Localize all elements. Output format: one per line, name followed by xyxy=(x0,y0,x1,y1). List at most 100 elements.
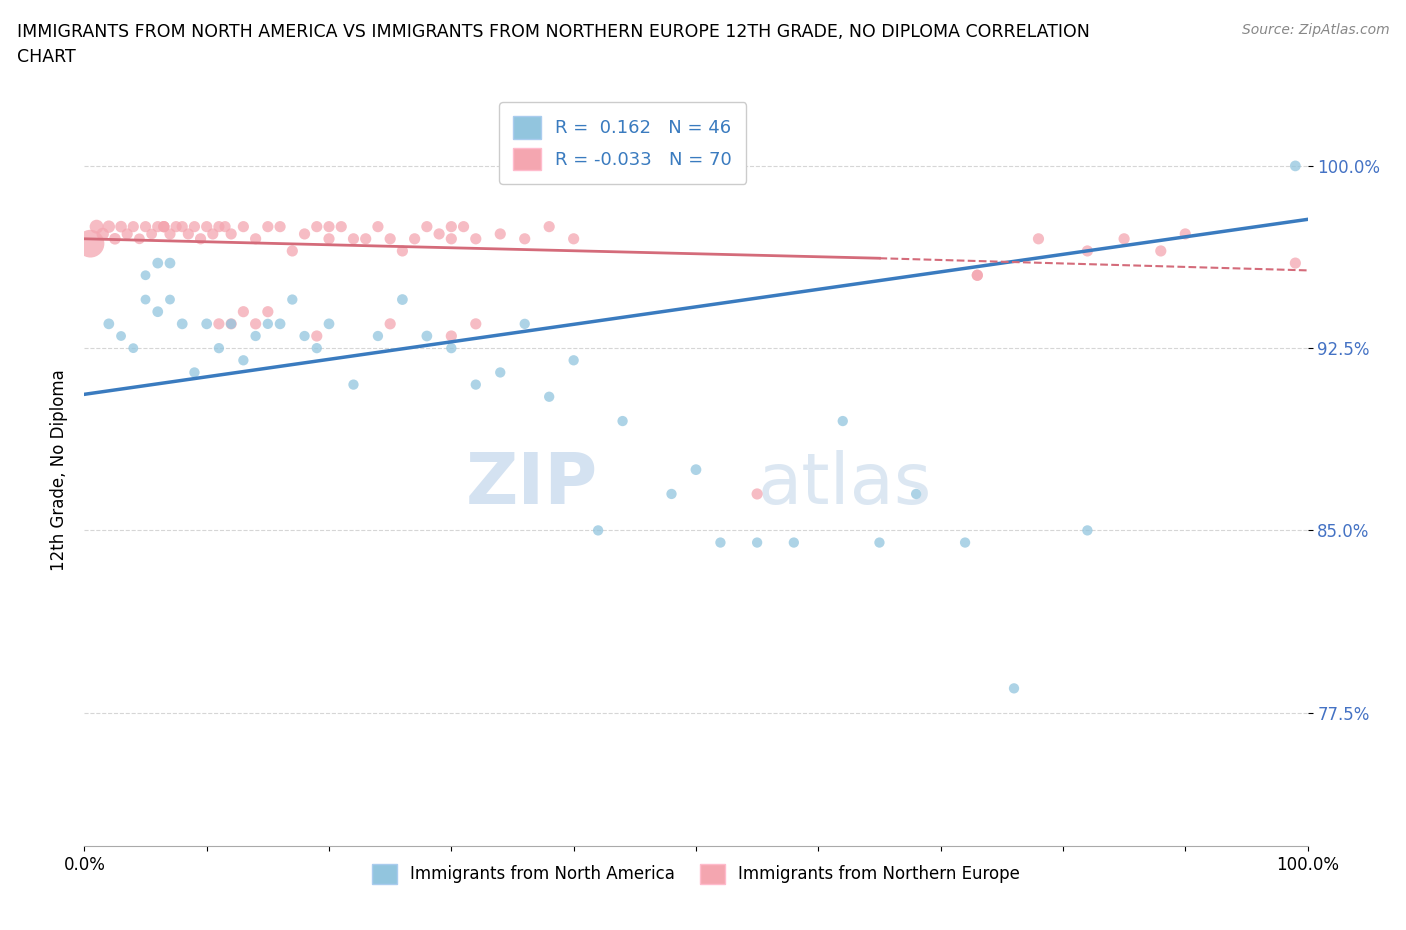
Point xyxy=(110,328,132,343)
Point xyxy=(245,328,267,343)
Point xyxy=(153,219,176,234)
Point xyxy=(464,232,486,246)
Point xyxy=(305,340,328,355)
Point xyxy=(612,414,634,429)
Point xyxy=(391,292,413,307)
Point xyxy=(1284,256,1306,271)
Point xyxy=(562,232,585,246)
Point xyxy=(380,232,402,246)
Point xyxy=(232,352,254,367)
Point xyxy=(1076,244,1098,259)
Point xyxy=(391,244,413,259)
Point xyxy=(661,486,683,501)
Point xyxy=(104,232,127,246)
Point xyxy=(281,292,304,307)
Point xyxy=(1002,681,1025,696)
Point xyxy=(183,365,205,379)
Point xyxy=(342,378,364,392)
Text: ZIP: ZIP xyxy=(465,450,598,519)
Point xyxy=(513,316,536,331)
Point xyxy=(172,316,194,331)
Point xyxy=(269,219,291,234)
Point xyxy=(201,227,224,242)
Point xyxy=(257,219,280,234)
Point xyxy=(159,292,181,307)
Point xyxy=(318,232,340,246)
Point xyxy=(1114,232,1136,246)
Point xyxy=(97,316,120,331)
Point xyxy=(128,232,150,246)
Point xyxy=(1076,523,1098,538)
Point xyxy=(219,227,242,242)
Point xyxy=(91,227,114,242)
Point xyxy=(208,219,231,234)
Point xyxy=(153,219,176,234)
Point xyxy=(232,219,254,234)
Point xyxy=(354,232,377,246)
Point xyxy=(427,227,450,242)
Point xyxy=(146,304,169,319)
Point xyxy=(586,523,609,538)
Point xyxy=(281,244,304,259)
Point xyxy=(869,535,891,550)
Point xyxy=(440,232,463,246)
Point xyxy=(440,340,463,355)
Point xyxy=(538,390,561,405)
Point xyxy=(305,328,328,343)
Point xyxy=(245,232,267,246)
Point xyxy=(440,219,463,234)
Point xyxy=(1284,158,1306,173)
Point xyxy=(153,219,176,234)
Y-axis label: 12th Grade, No Diploma: 12th Grade, No Diploma xyxy=(49,369,67,570)
Point xyxy=(440,328,463,343)
Point xyxy=(404,232,426,246)
Point xyxy=(146,256,169,271)
Point xyxy=(183,219,205,234)
Point xyxy=(219,316,242,331)
Point xyxy=(747,486,769,501)
Point xyxy=(367,328,389,343)
Point xyxy=(513,232,536,246)
Point xyxy=(747,535,769,550)
Point xyxy=(1150,244,1173,259)
Point xyxy=(538,219,561,234)
Point xyxy=(1028,232,1050,246)
Point xyxy=(966,268,988,283)
Text: atlas: atlas xyxy=(758,450,932,519)
Point xyxy=(135,292,157,307)
Point xyxy=(159,227,181,242)
Point xyxy=(232,304,254,319)
Point xyxy=(195,316,218,331)
Point xyxy=(489,365,512,379)
Point xyxy=(135,268,157,283)
Point xyxy=(1174,227,1197,242)
Point xyxy=(141,227,163,242)
Point xyxy=(464,378,486,392)
Point xyxy=(177,227,200,242)
Point xyxy=(464,316,486,331)
Point xyxy=(245,316,267,331)
Text: Source: ZipAtlas.com: Source: ZipAtlas.com xyxy=(1241,23,1389,37)
Text: IMMIGRANTS FROM NORTH AMERICA VS IMMIGRANTS FROM NORTHERN EUROPE 12TH GRADE, NO : IMMIGRANTS FROM NORTH AMERICA VS IMMIGRA… xyxy=(17,23,1090,41)
Point xyxy=(79,236,101,251)
Point xyxy=(146,219,169,234)
Point xyxy=(165,219,187,234)
Point xyxy=(831,414,853,429)
Point xyxy=(159,256,181,271)
Point xyxy=(305,219,328,234)
Point xyxy=(953,535,976,550)
Point xyxy=(318,316,340,331)
Point xyxy=(905,486,928,501)
Point xyxy=(86,219,108,234)
Point xyxy=(135,219,157,234)
Point xyxy=(190,232,212,246)
Point xyxy=(342,232,364,246)
Point xyxy=(208,316,231,331)
Point xyxy=(685,462,707,477)
Point xyxy=(318,219,340,234)
Point xyxy=(294,328,316,343)
Point xyxy=(257,316,280,331)
Point xyxy=(416,328,439,343)
Point xyxy=(416,219,439,234)
Point xyxy=(122,219,145,234)
